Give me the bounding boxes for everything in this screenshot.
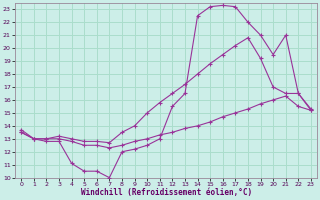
- X-axis label: Windchill (Refroidissement éolien,°C): Windchill (Refroidissement éolien,°C): [81, 188, 252, 197]
